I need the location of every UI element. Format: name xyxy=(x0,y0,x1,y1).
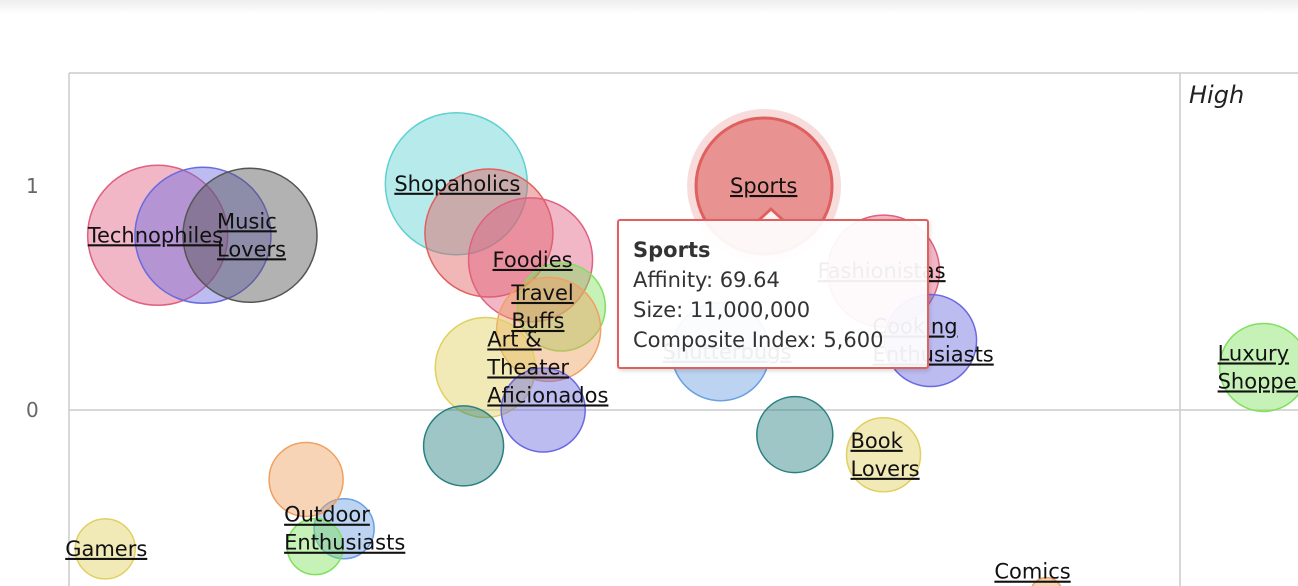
bubble-label-technophiles[interactable]: Technophiles xyxy=(87,223,223,247)
bubble-label-travel-buffs-line-1[interactable]: Travel xyxy=(510,281,573,305)
bubble-travel-buffs[interactable] xyxy=(516,262,607,352)
bubble-gamers[interactable] xyxy=(74,518,136,580)
bubble-luxury-shoppers[interactable] xyxy=(1218,322,1298,413)
bubble-label-luxury-shoppers-line-2[interactable]: Shoppers xyxy=(1218,369,1298,393)
bubble-label-music-lovers-line-1[interactable]: Music xyxy=(217,209,277,233)
bubble-label-luxury-shoppers-line-1[interactable]: Luxury xyxy=(1218,341,1289,365)
bubble-label-art-theater-aficionados-line-1[interactable]: Art & xyxy=(487,327,541,351)
bubble-travel-buffs-2[interactable] xyxy=(495,276,602,383)
bubble-label-book-lovers-line-1[interactable]: Book xyxy=(851,429,904,453)
bubble-label-gamers[interactable]: Gamers xyxy=(65,537,147,561)
bubble-label-shopaholics[interactable]: Shopaholics xyxy=(394,172,520,196)
bubble-art-theater-3[interactable] xyxy=(422,405,505,487)
bubble-label-art-theater-aficionados-line-3[interactable]: Aficionados xyxy=(487,383,608,407)
quadrant-label-high: High xyxy=(1189,81,1244,109)
bubble-outdoor-enthusiasts[interactable] xyxy=(313,497,375,560)
y-tick-label-0: 0 xyxy=(26,398,39,422)
bubble-label-music-lovers-line-2[interactable]: Lovers xyxy=(217,237,286,261)
bubble-outdoor-3[interactable] xyxy=(286,517,344,576)
bubble-label-foodies[interactable]: Foodies xyxy=(493,248,573,272)
bubble-book-lovers[interactable] xyxy=(845,417,922,493)
bubble-label-book-lovers-line-2[interactable]: Lovers xyxy=(851,457,920,481)
bubble-shopaholics-2[interactable] xyxy=(424,168,554,298)
bubble-book-lovers-2[interactable] xyxy=(756,395,834,474)
chart-axes: 1 0 High xyxy=(26,72,1298,586)
bubble-label-sports[interactable]: Sports xyxy=(730,174,797,198)
bubble-label-art-theater-aficionados-line-2[interactable]: Theater xyxy=(486,355,569,379)
bubble-technophiles-2[interactable] xyxy=(134,166,272,305)
bubble-outdoor-2[interactable] xyxy=(268,441,344,518)
tooltip: Sports Affinity: 69.64 Size: 11,000,000 … xyxy=(617,219,929,369)
bubble-label-outdoor-enthusiasts-line-1[interactable]: Outdoor xyxy=(284,503,370,527)
tooltip-composite-index: Composite Index: 5,600 xyxy=(633,328,884,352)
bubble-comics[interactable] xyxy=(1030,576,1062,586)
bubble-art-theater-2[interactable] xyxy=(500,367,586,453)
bubble-label-outdoor-enthusiasts-line-2[interactable]: Enthusiasts xyxy=(284,531,405,555)
tooltip-size: Size: 11,000,000 xyxy=(633,298,811,322)
tooltip-arrow-fill xyxy=(760,211,782,221)
bubble-shopaholics[interactable] xyxy=(384,112,529,256)
tooltip-affinity: Affinity: 69.64 xyxy=(633,268,780,292)
y-tick-label-1: 1 xyxy=(26,174,39,198)
bubble-art-theater-aficionados[interactable] xyxy=(434,316,537,419)
bubble-foodies[interactable] xyxy=(467,197,594,323)
bubble-label-comics-line-1[interactable]: Comics xyxy=(994,560,1070,584)
bubble-music-lovers[interactable] xyxy=(182,167,318,304)
bubble-label-travel-buffs-line-2[interactable]: Buffs xyxy=(511,309,564,333)
top-shadow-bar xyxy=(0,0,1298,14)
tooltip-title: Sports xyxy=(633,238,711,262)
